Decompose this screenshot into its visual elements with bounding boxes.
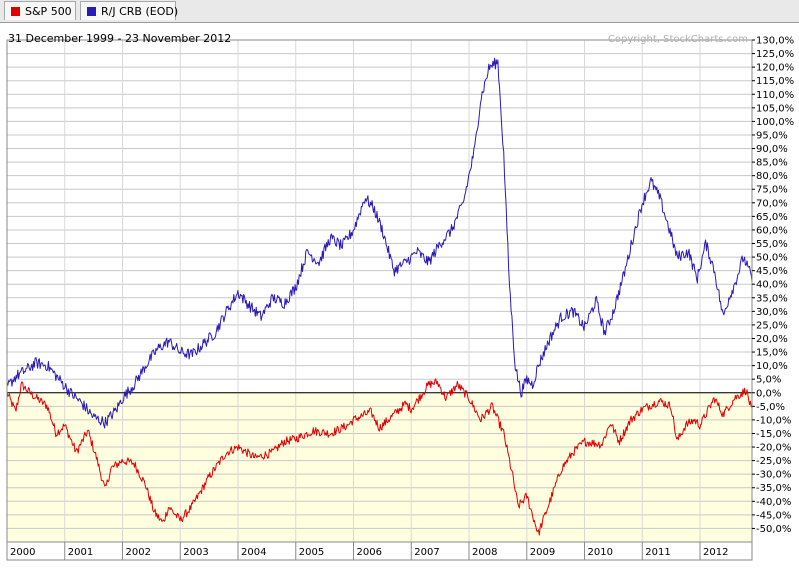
x-tick-label: 2009 [530,547,555,558]
x-tick-label: 2004 [241,547,266,558]
y-tick-label: 35,0% [756,293,788,304]
y-tick-label: 60,0% [756,225,788,236]
series-line-sp500 [6,378,753,536]
y-tick-label: 105,0% [756,103,794,114]
y-tick-label: 30,0% [756,307,788,318]
y-tick-label: -40,0% [756,497,791,508]
legend-label-crb: R/J CRB (EOD) [101,5,179,18]
horizontal-grid [7,39,752,529]
x-tick-label: 2010 [588,547,613,558]
y-tick-label: 25,0% [756,320,788,331]
series-layer [6,57,753,536]
legend-swatch-sp500 [11,7,20,16]
y-tick-label: 80,0% [756,171,788,182]
y-tick-label: 85,0% [756,158,788,169]
chart-svg: 130,0% 125,0% 120,0% 115,0% 110,0% 105,0% 100,… [6,32,794,561]
y-tick-label: 5,0% [756,375,781,386]
legend-swatch-crb [87,7,96,16]
legend-item-crb[interactable]: R/J CRB (EOD) [80,1,179,20]
x-tick-label: 2008 [472,547,497,558]
y-tick-label: -20,0% [756,443,791,454]
copyright-label: Copyright, StockCharts.com [608,34,748,45]
y-tick-label: -5,0% [756,402,785,413]
y-tick-label: 15,0% [756,348,788,359]
x-tick-label: 2003 [183,547,208,558]
x-tick-label: 2000 [10,547,35,558]
y-tick-label: 45,0% [756,266,788,277]
y-tick-label: -25,0% [756,456,791,467]
y-tick-label: 70,0% [756,198,788,209]
plot-background-lower [7,392,752,542]
y-tick-label: -10,0% [756,415,791,426]
x-tick-label: 2006 [357,547,382,558]
legend-label-sp500: S&P 500 [25,5,72,18]
y-tick-label: 130,0% [756,36,794,47]
y-tick-label: 20,0% [756,334,788,345]
date-range-label: 31 December 1999 - 23 November 2012 [8,32,231,45]
y-tick-label: -35,0% [756,483,791,494]
x-tick-label: 2001 [68,547,93,558]
y-tick-label: -15,0% [756,429,791,440]
y-tick-label: 110,0% [756,90,794,101]
y-tick-label: 125,0% [756,49,794,60]
y-tick-label: 75,0% [756,185,788,196]
x-axis: 2000 2001 2002 2003 2004 2005 2006 2007 2008 2009… [6,541,753,561]
y-tick-label: 120,0% [756,63,794,74]
y-tick-label: 40,0% [756,280,788,291]
x-tick-label: 2002 [126,547,151,558]
y-tick-label: 0,0% [756,388,781,399]
y-tick-label: -50,0% [756,524,791,535]
y-tick-label: 55,0% [756,239,788,250]
legend-item-sp500[interactable]: S&P 500 [4,1,76,20]
y-tick-label: 95,0% [756,130,788,141]
y-tick-label: -30,0% [756,470,791,481]
y-tick-label: -45,0% [756,510,791,521]
x-tick-label: 2011 [645,547,670,558]
series-line-crb [6,57,753,429]
y-tick-label: 65,0% [756,212,788,223]
x-tick-label: 2005 [299,547,324,558]
legend-bar: S&P 500 R/J CRB (EOD) [0,0,799,23]
y-tick-label: 90,0% [756,144,788,155]
y-tick-label: 100,0% [756,117,794,128]
y-tick-label: 50,0% [756,253,788,264]
x-tick-label: 2012 [703,547,728,558]
x-tick-label: 2007 [414,547,439,558]
y-axis: 130,0% 125,0% 120,0% 115,0% 110,0% 105,0% 100,… [752,36,794,535]
y-tick-label: 115,0% [756,76,794,87]
y-tick-label: 10,0% [756,361,788,372]
